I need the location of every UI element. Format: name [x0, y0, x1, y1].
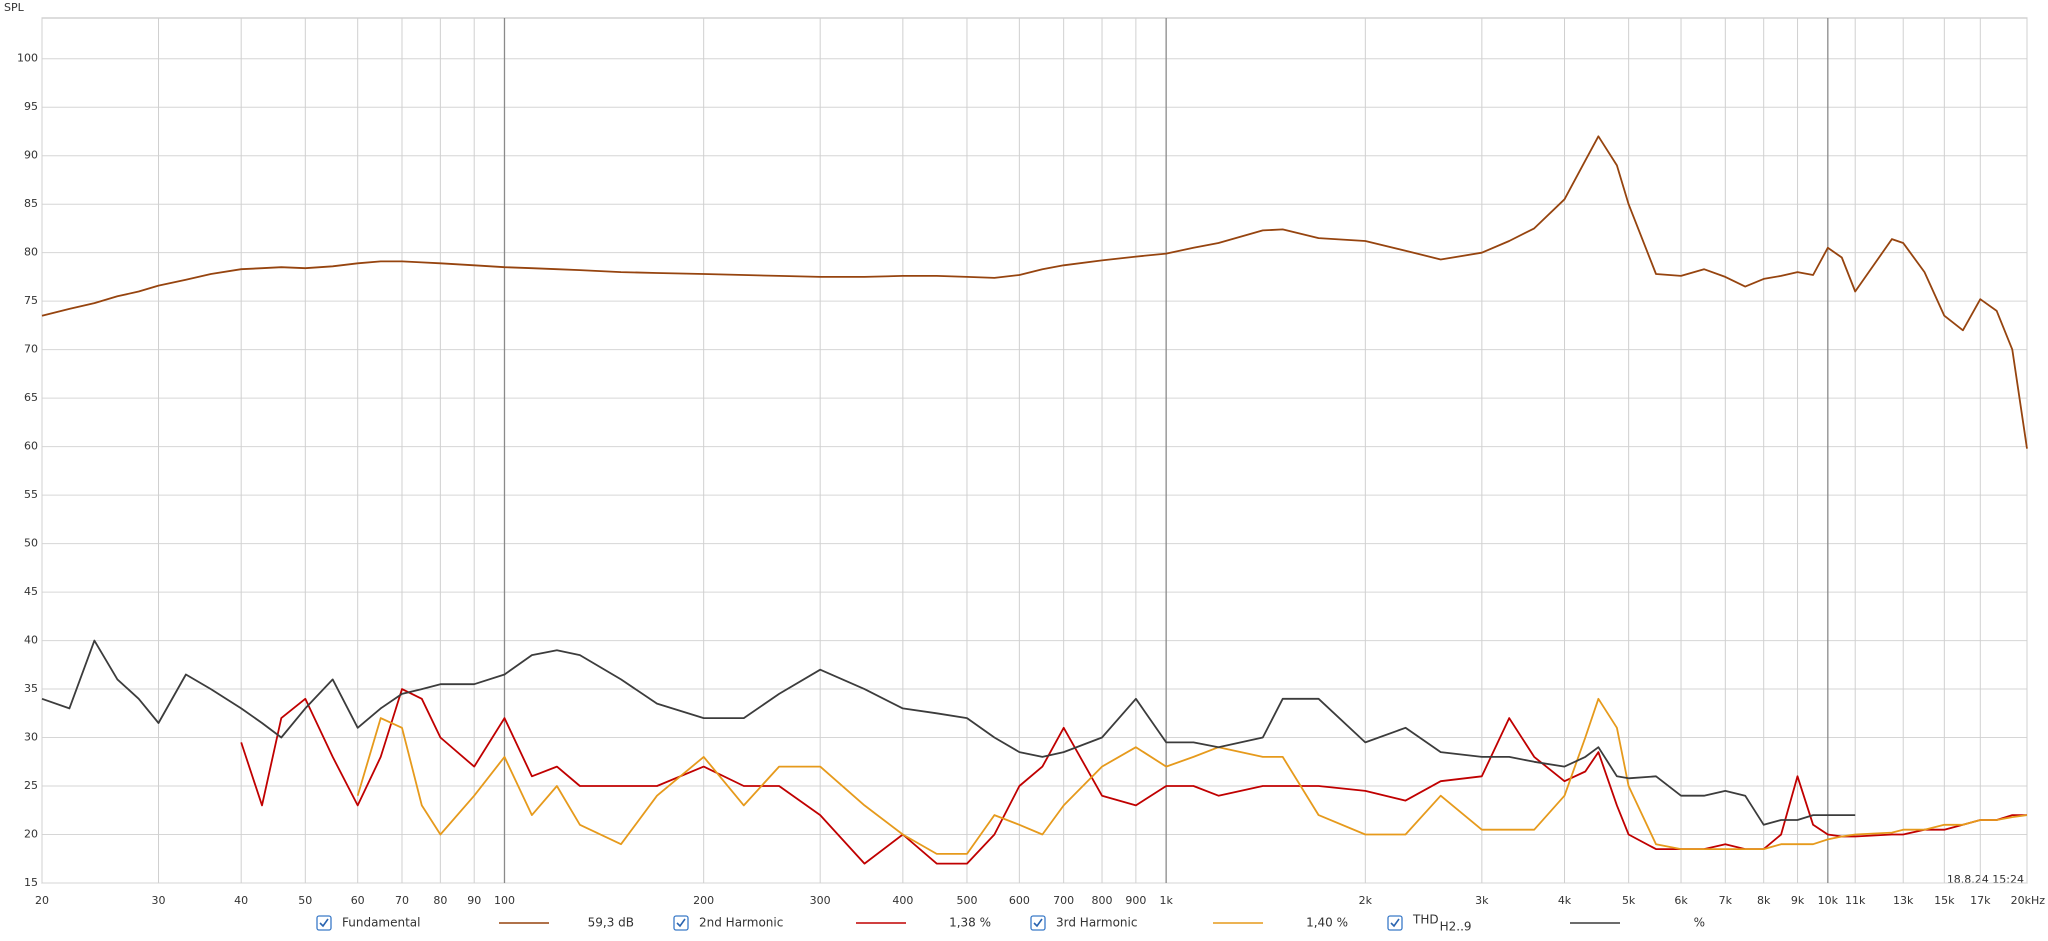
- x-tick-label: 8k: [1757, 894, 1771, 907]
- x-tick-label: 700: [1053, 894, 1074, 907]
- y-tick-label: 60: [24, 440, 38, 453]
- series-line: [41, 135, 2028, 449]
- grid: 15 20 25 30 35 40 45 50 55 60 65 70 75 80 85 90 95 100 20 3…: [17, 18, 2045, 907]
- x-tick-label: 50: [298, 894, 312, 907]
- y-tick-label: 15: [24, 876, 38, 889]
- legend-label: Fundamental: [342, 916, 421, 930]
- legend-checkbox[interactable]: [673, 915, 689, 931]
- x-tick-label: 20: [35, 894, 49, 907]
- checkbox-box: [316, 915, 332, 931]
- x-tick-label: 6k: [1674, 894, 1688, 907]
- legend-label: 2nd Harmonic: [699, 916, 783, 930]
- x-tick-label: 40: [234, 894, 248, 907]
- x-tick-label: 20kHz: [2011, 894, 2046, 907]
- y-tick-label: 55: [24, 488, 38, 501]
- legend-label: 3rd Harmonic: [1056, 916, 1137, 930]
- checkbox-box: [1030, 915, 1046, 931]
- y-tick-label: 100: [17, 52, 38, 65]
- legend-entry: 3rd Harmonic 1,40 %: [1030, 915, 1348, 931]
- x-tick-label: 500: [956, 894, 977, 907]
- y-tick-label: 70: [24, 343, 38, 356]
- y-tick-label: 25: [24, 779, 38, 792]
- x-tick-label: 11k: [1845, 894, 1866, 907]
- x-tick-label: 80: [433, 894, 447, 907]
- legend-entry: THD H2..9%: [1387, 913, 1705, 934]
- x-tick-label: 70: [395, 894, 409, 907]
- x-tick-label: 10k: [1818, 894, 1839, 907]
- x-tick-label: 100: [494, 894, 515, 907]
- y-tick-label: 85: [24, 197, 38, 210]
- x-tick-label: 3k: [1475, 894, 1489, 907]
- legend-checkbox[interactable]: [316, 915, 332, 931]
- x-tick-label: 9k: [1791, 894, 1805, 907]
- legend-checkbox[interactable]: [1030, 915, 1046, 931]
- y-tick-label: 75: [24, 294, 38, 307]
- y-tick-label: 40: [24, 634, 38, 647]
- x-tick-label: 7k: [1719, 894, 1733, 907]
- y-tick-label: 35: [24, 682, 38, 695]
- y-tick-label: 20: [24, 828, 38, 841]
- x-tick-label: 400: [892, 894, 913, 907]
- series-line: [356, 697, 2028, 855]
- legend-readout: %: [1694, 916, 1705, 930]
- legend-label-subscript: H2..9: [1440, 920, 1472, 934]
- checkbox-box: [1387, 915, 1403, 931]
- x-tick-label: 17k: [1970, 894, 1991, 907]
- legend-entry: Fundamental 59,3 dB: [316, 915, 634, 931]
- x-tick-label: 15k: [1934, 894, 1955, 907]
- legend-checkbox[interactable]: [1387, 915, 1403, 931]
- x-tick-label: 4k: [1558, 894, 1572, 907]
- legend-entry: 2nd Harmonic 1,38 %: [673, 915, 991, 931]
- y-tick-label: 95: [24, 100, 38, 113]
- x-tick-label: 800: [1092, 894, 1113, 907]
- legend-readout: 1,38 %: [949, 916, 991, 930]
- x-tick-label: 900: [1125, 894, 1146, 907]
- legend-readout: 1,40 %: [1306, 916, 1348, 930]
- plot-area: [41, 17, 2028, 884]
- checkbox-check: [676, 918, 686, 928]
- curves: [41, 135, 2028, 865]
- y-tick-label: 80: [24, 246, 38, 259]
- y-tick-label: 30: [24, 731, 38, 744]
- x-tick-label: 300: [810, 894, 831, 907]
- series-line: [41, 639, 1856, 826]
- checkbox-check: [1390, 918, 1400, 928]
- legend-label: THD: [1412, 913, 1439, 927]
- y-tick-label: 65: [24, 391, 38, 404]
- legend-readout: 59,3 dB: [588, 916, 634, 930]
- x-tick-label: 2k: [1359, 894, 1373, 907]
- checkbox-check: [1033, 918, 1043, 928]
- y-tick-label: 50: [24, 537, 38, 550]
- x-tick-label: 200: [693, 894, 714, 907]
- x-tick-label: 1k: [1159, 894, 1173, 907]
- y-axis-label: SPL: [4, 1, 25, 14]
- timestamp: 18.8.24 15:24: [1947, 873, 2024, 886]
- y-tick-label: 45: [24, 585, 38, 598]
- legend: Fundamental 59,3 dB 2nd Harmonic 1,38 % 3rd …: [316, 913, 1705, 934]
- checkbox-box: [673, 915, 689, 931]
- checkbox-check: [319, 918, 329, 928]
- series-line: [240, 688, 2027, 865]
- y-tick-label: 90: [24, 149, 38, 162]
- x-tick-label: 600: [1009, 894, 1030, 907]
- x-tick-label: 13k: [1893, 894, 1914, 907]
- x-tick-label: 60: [351, 894, 365, 907]
- x-tick-label: 90: [467, 894, 481, 907]
- x-tick-label: 30: [152, 894, 166, 907]
- x-tick-label: 5k: [1622, 894, 1636, 907]
